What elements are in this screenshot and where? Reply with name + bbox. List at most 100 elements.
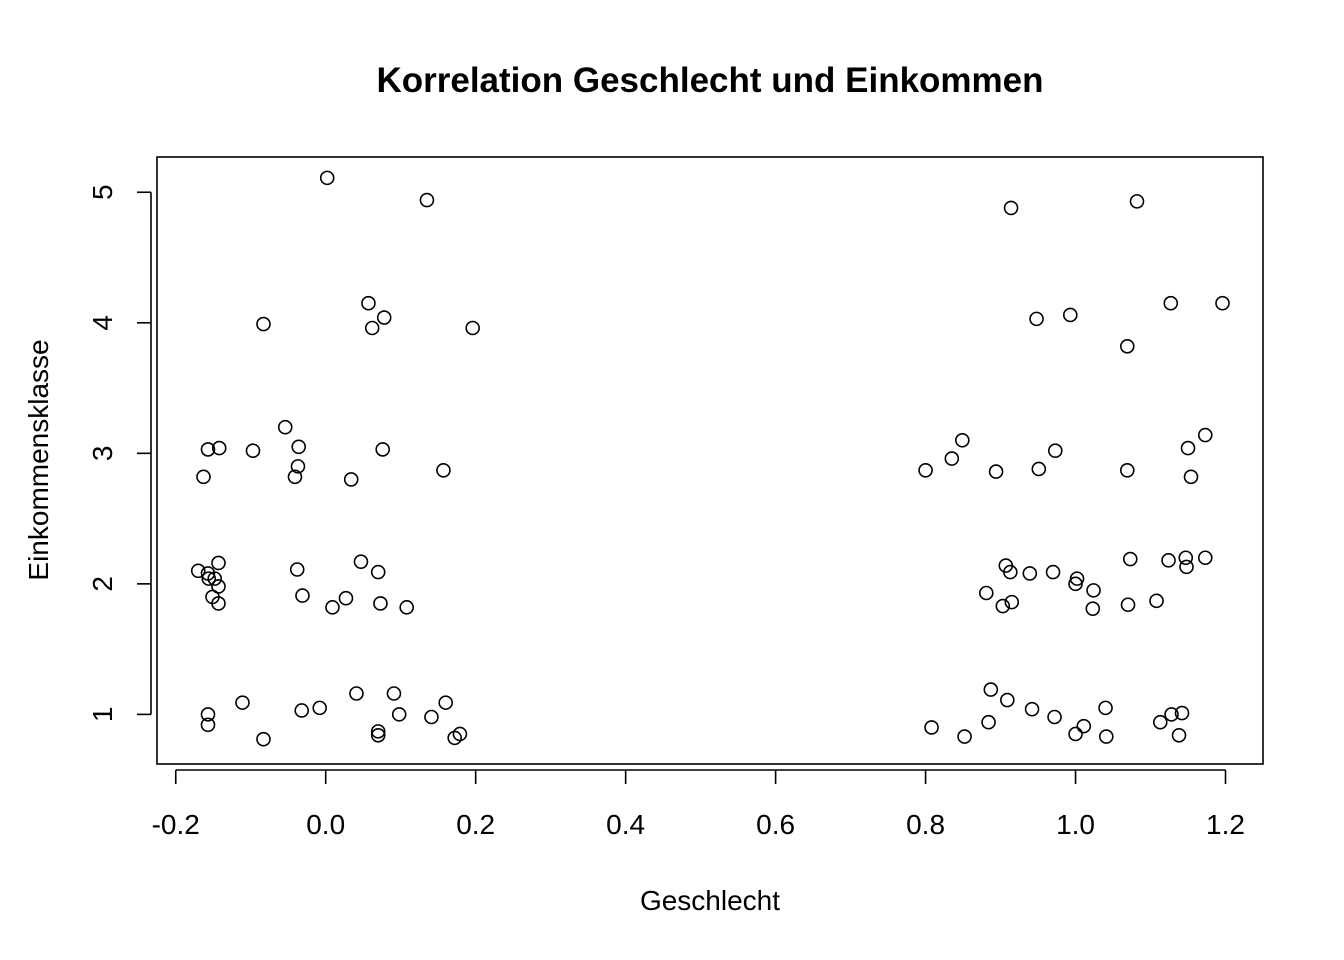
data-point [291, 439, 307, 455]
data-point [294, 703, 310, 718]
data-point [391, 707, 407, 722]
data-point [349, 686, 364, 701]
data-point [995, 598, 1011, 614]
data-point [1098, 729, 1114, 744]
data-point [1164, 707, 1179, 722]
data-point [211, 555, 226, 571]
data-point [1047, 709, 1062, 725]
data-point [1068, 726, 1083, 742]
data-point [1098, 700, 1113, 716]
data-point [424, 709, 439, 725]
data-point [1129, 194, 1145, 209]
y-axis-label: Einkommensklasse [23, 339, 54, 580]
data-point [338, 590, 354, 606]
data-point [287, 469, 303, 485]
data-point [375, 442, 390, 457]
data-point [981, 714, 996, 730]
data-point [918, 462, 933, 478]
data-point [361, 295, 376, 311]
data-point [1047, 443, 1063, 459]
data-point [370, 724, 386, 739]
x-tick-label: 0.6 [756, 809, 795, 840]
data-point [1171, 727, 1187, 743]
y-tick-label: 5 [87, 184, 118, 200]
data-point [1180, 440, 1196, 456]
data-point [343, 472, 359, 487]
data-point [1119, 338, 1135, 354]
x-tick-label: 0.8 [906, 809, 945, 840]
data-point [1003, 564, 1018, 580]
data-point [988, 464, 1004, 479]
x-axis-label: Geschlecht [640, 885, 780, 916]
data-point [438, 695, 453, 710]
data-point [376, 310, 392, 325]
data-point [353, 554, 369, 569]
data-point [1086, 583, 1101, 598]
data-point [256, 731, 271, 747]
data-point [256, 316, 271, 332]
y-tick-label: 2 [87, 576, 118, 592]
data-point [944, 451, 960, 466]
data-point [1076, 718, 1092, 734]
data-point [211, 579, 226, 594]
data-point [290, 459, 306, 474]
data-point [1197, 550, 1213, 566]
data-point [1003, 200, 1019, 216]
data-point [1197, 427, 1213, 443]
data-point [1122, 551, 1138, 567]
data-point [1069, 571, 1085, 586]
data-point [1152, 714, 1168, 730]
data-point [1000, 692, 1015, 708]
data-point [955, 432, 970, 448]
chart-title: Korrelation Geschlecht und Einkommen [376, 61, 1043, 100]
data-point [312, 700, 328, 716]
data-point [1045, 564, 1061, 580]
data-point [190, 563, 206, 579]
x-axis: -0.2 0.0 0.2 0.4 0.6 0.8 1.0 1.2 [152, 769, 1245, 840]
data-point [364, 320, 380, 336]
data-point [370, 564, 386, 580]
data-point [373, 596, 388, 611]
y-axis: 1 2 3 4 5 [87, 184, 152, 723]
data-point [1029, 311, 1044, 327]
data-point [277, 419, 293, 435]
data-point [1022, 566, 1038, 581]
data-point [465, 320, 480, 336]
data-point [200, 717, 216, 733]
y-tick-label: 3 [87, 446, 118, 462]
data-point [979, 585, 994, 601]
data-point [295, 588, 310, 603]
data-point [196, 469, 211, 485]
data-point [200, 707, 216, 722]
data-point [1149, 593, 1164, 609]
data-point [245, 443, 261, 459]
x-tick-label: 1.2 [1206, 809, 1245, 840]
data-point [1085, 601, 1101, 616]
y-tick-label: 4 [87, 315, 118, 331]
data-point [1024, 701, 1040, 717]
data-point [1163, 295, 1179, 311]
data-point [200, 442, 216, 457]
data-point [370, 727, 386, 743]
data-point [207, 571, 223, 586]
data-point [235, 695, 250, 710]
data-point [1174, 705, 1190, 721]
data-point [1004, 594, 1020, 610]
data-point [211, 440, 227, 456]
y-tick-label: 1 [87, 707, 118, 723]
x-tick-label: 0.2 [456, 809, 495, 840]
data-point [924, 720, 939, 735]
data-point [211, 596, 226, 611]
data-point [325, 600, 340, 615]
data-point [436, 462, 451, 478]
x-tick-label: 1.0 [1056, 809, 1095, 840]
data-point [1179, 559, 1194, 575]
data-point [386, 686, 402, 701]
x-tick-label: 0.4 [606, 809, 645, 840]
data-point [452, 726, 468, 742]
data-points [190, 170, 1230, 747]
data-point [319, 170, 335, 186]
data-point [289, 562, 305, 577]
data-point [1183, 469, 1199, 485]
